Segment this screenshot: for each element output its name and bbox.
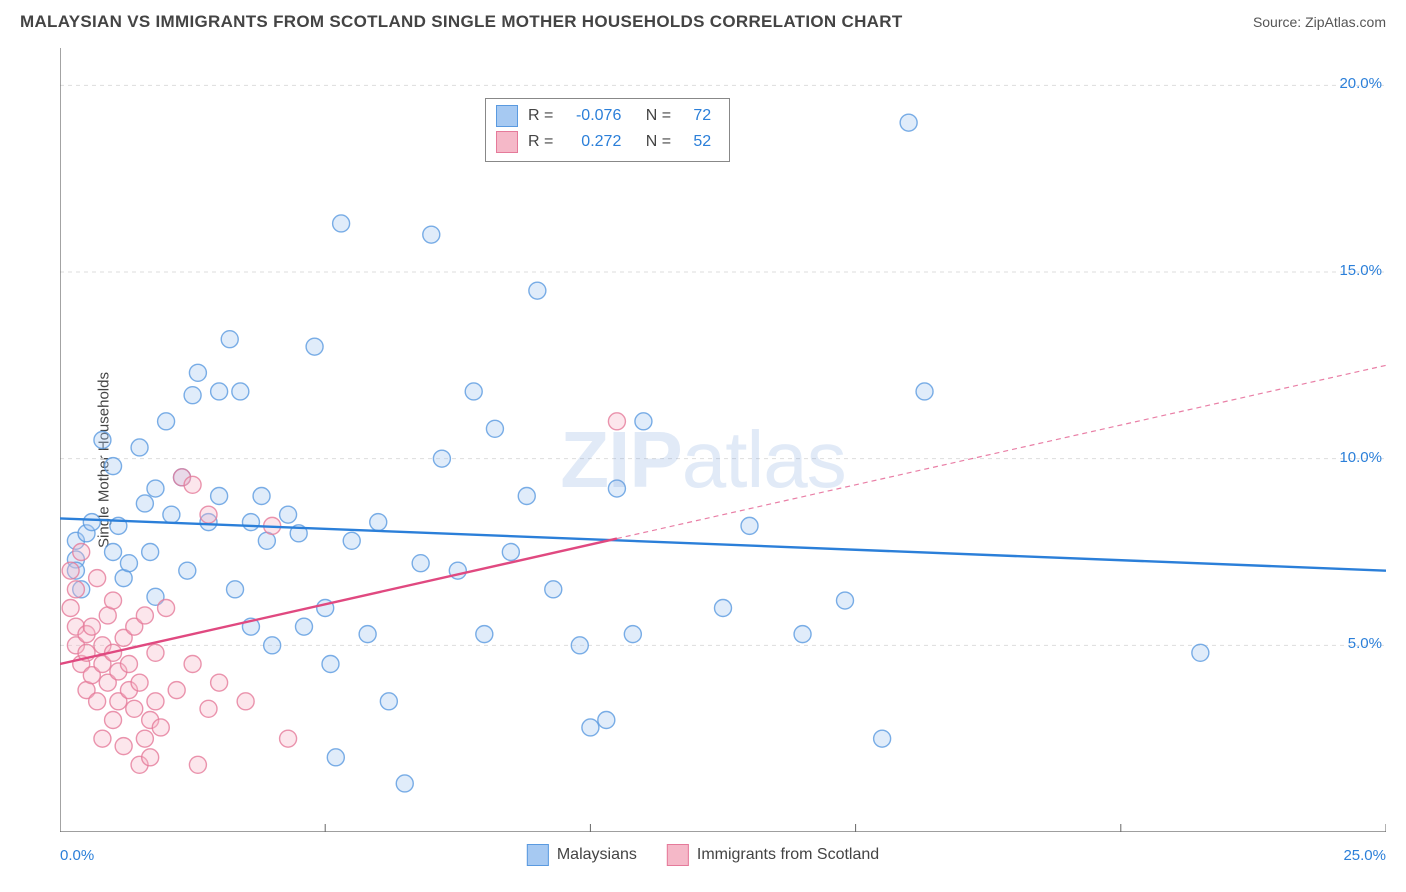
chart-title: MALAYSIAN VS IMMIGRANTS FROM SCOTLAND SI… [20,12,903,32]
source-value: ZipAtlas.com [1305,14,1386,30]
legend-item-malaysians: Malaysians [527,844,637,866]
swatch-scotland [496,131,518,153]
r-label: R = [528,107,553,125]
stats-row-malaysians: R = -0.076 N = 72 [496,103,711,129]
source-label: Source: [1253,14,1305,30]
r-value-scotland: 0.272 [563,133,621,151]
legend-label-scotland: Immigrants from Scotland [697,846,879,864]
legend-label-malaysians: Malaysians [557,846,637,864]
y-tick-20: 20.0% [1339,75,1382,92]
x-tick-25: 25.0% [1343,847,1386,864]
source-attribution: Source: ZipAtlas.com [1253,14,1386,30]
y-tick-15: 15.0% [1339,262,1382,279]
stats-legend: R = -0.076 N = 72 R = 0.272 N = 52 [485,98,730,162]
swatch-malaysians [527,844,549,866]
series-legend: Malaysians Immigrants from Scotland [527,844,879,866]
n-label: N = [646,133,671,151]
y-tick-5: 5.0% [1348,635,1382,652]
r-value-malaysians: -0.076 [563,107,621,125]
n-label: N = [646,107,671,125]
swatch-malaysians [496,105,518,127]
stats-row-scotland: R = 0.272 N = 52 [496,129,711,155]
n-value-malaysians: 72 [681,107,711,125]
r-label: R = [528,133,553,151]
scatter-plot [60,48,1386,832]
n-value-scotland: 52 [681,133,711,151]
legend-item-scotland: Immigrants from Scotland [667,844,879,866]
swatch-scotland [667,844,689,866]
x-tick-0: 0.0% [60,847,94,864]
y-tick-10: 10.0% [1339,449,1382,466]
chart-container: Single Mother Households ZIPatlas R = -0… [20,48,1386,872]
